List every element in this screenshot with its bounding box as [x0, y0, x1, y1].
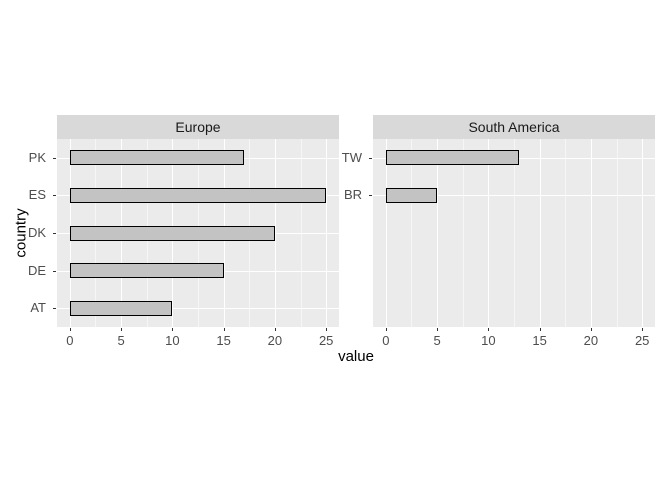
gridline-minor: [514, 139, 515, 327]
y-tick-label: BR: [343, 187, 362, 203]
y-tick-mark: [53, 308, 56, 310]
y-tick-mark: [53, 270, 56, 272]
gridline-major: [590, 139, 592, 327]
bar-br: [385, 187, 438, 203]
y-tick-mark: [369, 195, 372, 197]
y-axis-title: country: [12, 208, 30, 258]
x-tick-mark: [172, 328, 174, 331]
x-tick-label: 15: [532, 333, 547, 348]
x-tick-mark: [590, 328, 592, 331]
gridline-minor: [462, 139, 464, 327]
x-tick-label: 5: [117, 333, 125, 348]
facet-strip: Europe: [57, 115, 339, 139]
x-tick-mark: [326, 328, 328, 331]
x-tick-label: 20: [583, 333, 599, 348]
x-tick-mark: [385, 328, 387, 331]
gridline-major: [437, 139, 439, 327]
gridline-major: [642, 139, 644, 327]
x-tick-label: 5: [433, 333, 441, 348]
y-tick-label: PK: [28, 149, 46, 165]
facet-strip: South America: [373, 115, 655, 139]
y-tick-label: DE: [27, 262, 46, 278]
gridline-major: [385, 139, 387, 327]
x-tick-label: 0: [382, 333, 390, 348]
gridline-major: [488, 139, 490, 327]
bar-dk: [69, 225, 275, 241]
x-tick-label: 0: [66, 333, 74, 348]
x-tick-label: 15: [216, 333, 231, 348]
gridline-minor: [565, 139, 567, 327]
x-tick-mark: [274, 328, 276, 331]
bar-es: [69, 187, 327, 203]
x-tick-mark: [69, 328, 71, 331]
y-tick-mark: [369, 157, 372, 159]
y-tick-label: ES: [28, 187, 46, 203]
gridline-minor: [616, 139, 618, 327]
x-tick-mark: [642, 328, 644, 331]
y-tick-mark: [53, 195, 56, 197]
gridline-major-y: [373, 195, 655, 197]
x-tick-label: 25: [318, 333, 334, 348]
bar-at: [69, 300, 173, 316]
gridline-major-y: [57, 308, 339, 310]
x-tick-mark: [488, 328, 490, 331]
facet-strip-label: Europe: [175, 119, 221, 135]
x-tick-label: 25: [634, 333, 650, 348]
y-tick-label: DK: [27, 225, 46, 240]
facet-panel: [57, 139, 339, 327]
x-tick-label: 20: [267, 333, 283, 348]
bar-pk: [69, 150, 245, 166]
facet-strip-label: South America: [468, 119, 560, 135]
y-tick-label: AT: [30, 300, 46, 316]
x-axis-title: value: [338, 348, 374, 365]
x-tick-mark: [437, 328, 439, 331]
y-tick-mark: [53, 157, 56, 159]
x-tick-mark: [223, 328, 225, 331]
gridline-major: [539, 139, 541, 327]
x-tick-label: 10: [481, 333, 496, 348]
x-tick-mark: [539, 328, 541, 331]
x-tick-mark: [121, 328, 123, 331]
bar-tw: [385, 150, 520, 166]
y-tick-mark: [53, 233, 56, 234]
facet-panel: [373, 139, 655, 327]
x-tick-label: 10: [165, 333, 180, 348]
y-tick-label: TW: [341, 149, 362, 165]
bar-de: [69, 263, 224, 279]
gridline-minor: [411, 139, 413, 327]
